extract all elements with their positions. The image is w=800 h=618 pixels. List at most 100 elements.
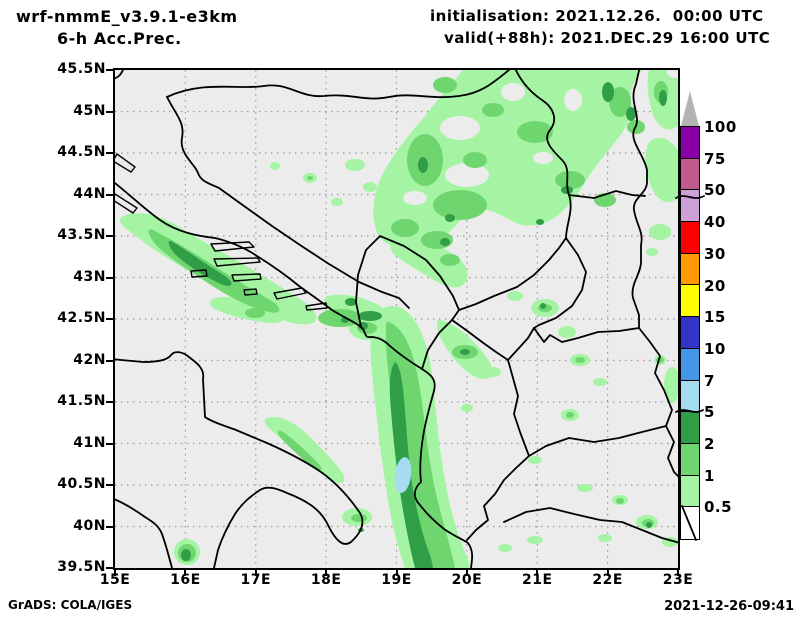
lat-tick xyxy=(106,442,113,445)
lon-tick xyxy=(536,570,539,576)
model-title: wrf-nmmE_v3.9.1-e3km xyxy=(16,7,238,26)
colorbar-segment xyxy=(681,475,699,507)
colorbar-level-label: 7 xyxy=(704,371,715,390)
colorbar-segment xyxy=(681,380,699,413)
lat-tick xyxy=(106,401,113,403)
precip-gap-layer xyxy=(403,70,678,205)
greece-north-line xyxy=(503,507,678,544)
colorbar-level-label: 75 xyxy=(704,149,726,168)
bulgaria-greece-border xyxy=(665,425,678,478)
tyrrhenian-coastline xyxy=(115,498,173,568)
colorbar-level-label: 50 xyxy=(704,181,726,200)
colorbar-segment xyxy=(681,285,699,318)
lat-tick xyxy=(106,359,113,362)
italy-coastline xyxy=(115,351,364,568)
albania-east-border xyxy=(466,359,530,541)
danube-border xyxy=(568,190,646,199)
lon-tick-label: 18E xyxy=(310,572,342,588)
lon-tick xyxy=(114,570,116,576)
montenegro-border xyxy=(355,235,460,370)
lon-tick-label: 19E xyxy=(381,572,412,588)
lat-tick xyxy=(106,235,113,237)
lon-tick xyxy=(395,570,398,576)
lon-tick xyxy=(325,570,328,576)
colorbar-level-label: 15 xyxy=(704,308,726,327)
product-title: 6-h Acc.Prec. xyxy=(57,29,182,48)
colorbar-segment xyxy=(681,317,699,349)
lat-tick-label: 44N xyxy=(73,185,106,202)
bosnia-croatia-border xyxy=(166,96,410,309)
initialisation-label: initialisation: 2021.12.26. 00:00 UTC xyxy=(430,7,764,25)
colorbar-segment xyxy=(681,127,699,159)
colorbar-level-label: 30 xyxy=(704,244,726,263)
lat-tick-label: 40.5N xyxy=(57,476,106,492)
precip-blue-layer xyxy=(394,457,412,493)
colorbar-level-label: 20 xyxy=(704,276,726,295)
serbia-east-border xyxy=(631,70,648,329)
lat-tick-label: 40N xyxy=(73,517,106,534)
grads-credit: GrADS: COLA/IGES xyxy=(8,598,133,612)
lon-tick xyxy=(465,570,468,576)
valid-label: valid(+88h): 2021.DEC.29 16:00 UTC xyxy=(444,29,771,47)
colorbar-segment xyxy=(681,348,699,381)
lat-tick-label: 42.5N xyxy=(57,310,106,326)
albania-kosovo-border xyxy=(451,319,535,361)
colorbar-segment xyxy=(681,412,699,444)
lat-tick-label: 41N xyxy=(73,434,106,451)
slovenia-border xyxy=(115,70,124,80)
lon-tick-label: 15E xyxy=(99,572,131,588)
precip-dark-layer xyxy=(168,82,667,568)
lon-tick xyxy=(254,570,257,576)
lon-tick xyxy=(184,570,187,576)
colorbar-segment xyxy=(681,222,699,254)
lat-tick-label: 44.5N xyxy=(57,144,106,160)
lon-tick-label: 20E xyxy=(451,572,483,588)
lat-tick-label: 39.5N xyxy=(57,559,106,575)
lat-tick xyxy=(106,525,113,528)
colorbar-segment xyxy=(681,190,699,223)
serbia-kosovo-north-border xyxy=(458,237,567,311)
colorbar-underflow-box xyxy=(680,506,700,540)
colorbar-level-label: 10 xyxy=(704,339,726,358)
lat-tick-label: 42N xyxy=(73,351,106,368)
lon-tick-label: 21E xyxy=(521,572,553,588)
lon-tick-label: 17E xyxy=(240,572,272,588)
colorbar-level-label: 0.5 xyxy=(704,498,733,517)
colorbar xyxy=(680,126,700,508)
lat-tick-label: 43N xyxy=(73,268,106,285)
lat-tick-label: 45.5N xyxy=(57,61,106,77)
colorbar-segment xyxy=(681,158,699,191)
kosovo-east-border xyxy=(533,237,587,329)
lat-tick-label: 43.5N xyxy=(57,227,106,243)
lat-tick xyxy=(106,484,113,486)
lat-tick xyxy=(106,193,113,196)
colorbar-segment xyxy=(681,443,699,476)
lat-tick xyxy=(106,276,113,279)
lon-tick xyxy=(606,570,609,576)
colorbar-overflow-arrow xyxy=(681,91,699,126)
map-frame xyxy=(113,68,680,570)
lon-tick xyxy=(677,570,679,576)
macedonia-greece-border xyxy=(528,425,667,457)
serbia-west-border xyxy=(514,70,572,239)
macedonia-bulgaria-border xyxy=(638,327,673,427)
lon-tick-label: 16E xyxy=(170,572,201,588)
lat-tick xyxy=(106,567,113,569)
creation-timestamp: 2021-12-26-09:41 xyxy=(664,599,794,614)
colorbar-segment xyxy=(681,253,699,286)
colorbar-level-label: 5 xyxy=(704,403,715,422)
colorbar-level-label: 2 xyxy=(704,435,715,453)
lat-tick xyxy=(106,110,113,113)
colorbar-level-label: 40 xyxy=(704,213,726,232)
colorbar-level-label: 100 xyxy=(704,118,737,136)
lat-tick xyxy=(106,69,113,71)
island-outlines xyxy=(115,153,328,311)
lat-tick xyxy=(106,318,113,320)
map-canvas xyxy=(115,70,678,568)
adriatic-east-coastline xyxy=(115,181,474,568)
lon-tick-label: 23E xyxy=(662,572,694,588)
lat-tick-label: 41.5N xyxy=(57,393,106,409)
colorbar-level-label: 1 xyxy=(704,466,715,485)
lat-tick xyxy=(106,152,113,154)
